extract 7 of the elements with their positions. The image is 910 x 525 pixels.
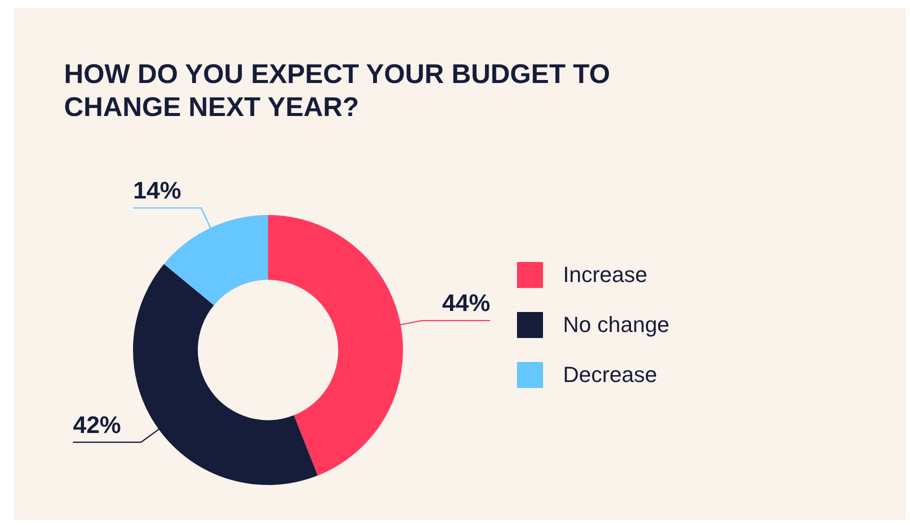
- chart-title: HOW DO YOU EXPECT YOUR BUDGET TO CHANGE NEXT YEAR?: [64, 58, 612, 124]
- data-label: 14%: [133, 178, 182, 205]
- data-label: 42%: [72, 412, 122, 439]
- legend-label: No change: [563, 312, 670, 338]
- legend-label: Decrease: [563, 362, 658, 388]
- data-label: 44%: [442, 290, 490, 318]
- legend-label: Increase: [563, 262, 648, 288]
